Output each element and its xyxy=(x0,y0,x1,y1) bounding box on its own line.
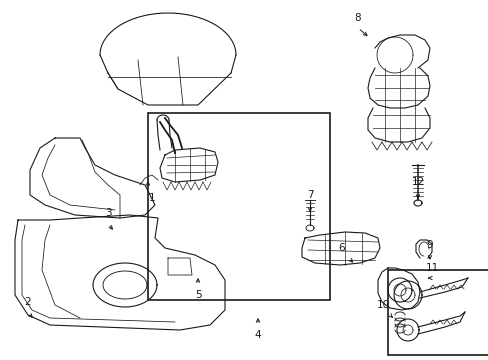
Text: 3: 3 xyxy=(104,208,111,218)
Text: 11: 11 xyxy=(425,263,438,273)
Text: 12: 12 xyxy=(410,177,424,187)
Bar xyxy=(387,270,488,355)
Text: 2: 2 xyxy=(24,297,31,307)
Text: 5: 5 xyxy=(194,290,201,300)
Text: 10: 10 xyxy=(376,300,389,310)
Text: 1: 1 xyxy=(148,193,155,203)
Text: 8: 8 xyxy=(354,13,361,23)
Bar xyxy=(148,113,329,300)
Text: 7: 7 xyxy=(306,190,313,200)
Text: 9: 9 xyxy=(426,240,432,250)
Text: 4: 4 xyxy=(254,330,261,340)
Text: 6: 6 xyxy=(338,243,345,253)
